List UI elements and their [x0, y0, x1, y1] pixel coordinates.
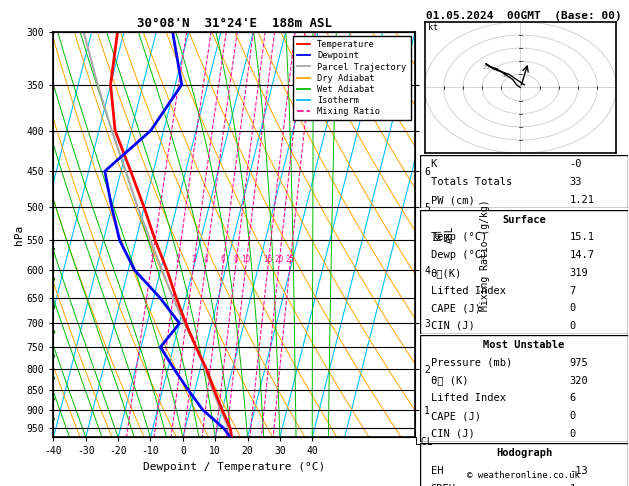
- Text: 975: 975: [570, 358, 588, 368]
- Text: Hodograph: Hodograph: [496, 448, 552, 458]
- Text: 16: 16: [264, 256, 273, 264]
- Text: 0: 0: [570, 411, 576, 421]
- Text: 0: 0: [570, 321, 576, 331]
- Title: 30°08'N  31°24'E  188m ASL: 30°08'N 31°24'E 188m ASL: [136, 17, 332, 31]
- Text: LCL: LCL: [415, 437, 433, 448]
- Text: Pressure (mb): Pressure (mb): [430, 358, 512, 368]
- Text: 3: 3: [192, 256, 196, 264]
- Text: 33: 33: [570, 177, 582, 188]
- Text: 0: 0: [570, 429, 576, 439]
- Text: 7: 7: [570, 285, 576, 295]
- Text: 1.21: 1.21: [570, 195, 594, 206]
- Text: 01.05.2024  00GMT  (Base: 00): 01.05.2024 00GMT (Base: 00): [426, 11, 621, 21]
- Text: 1: 1: [570, 484, 576, 486]
- Text: kt: kt: [428, 23, 438, 32]
- Text: 6: 6: [570, 393, 576, 403]
- Text: EH: EH: [430, 466, 443, 476]
- Text: 25: 25: [482, 65, 489, 70]
- Text: -0: -0: [570, 159, 582, 170]
- Text: CIN (J): CIN (J): [430, 429, 474, 439]
- Text: K: K: [430, 159, 437, 170]
- Text: Temp (°C): Temp (°C): [430, 232, 487, 243]
- Text: Totals Totals: Totals Totals: [430, 177, 512, 188]
- Text: PW (cm): PW (cm): [430, 195, 474, 206]
- Text: SREH: SREH: [430, 484, 455, 486]
- Text: 40: 40: [501, 73, 509, 78]
- Text: Lifted Index: Lifted Index: [430, 393, 506, 403]
- Text: 8: 8: [233, 256, 238, 264]
- Text: 2: 2: [175, 256, 180, 264]
- Text: 320: 320: [570, 376, 588, 385]
- Text: 1: 1: [149, 256, 154, 264]
- Text: 15.1: 15.1: [570, 232, 594, 243]
- Text: CIN (J): CIN (J): [430, 321, 474, 331]
- Text: Surface: Surface: [502, 215, 546, 225]
- Text: 25: 25: [286, 256, 295, 264]
- Text: CAPE (J): CAPE (J): [430, 303, 481, 313]
- Y-axis label: hPa: hPa: [14, 225, 24, 244]
- Text: Mixing Ratio (g/kg): Mixing Ratio (g/kg): [481, 199, 490, 311]
- Text: 319: 319: [570, 268, 588, 278]
- Text: 10: 10: [242, 256, 251, 264]
- Text: 20: 20: [274, 256, 284, 264]
- Text: © weatheronline.co.uk: © weatheronline.co.uk: [467, 471, 580, 480]
- Text: 6: 6: [221, 256, 225, 264]
- Text: θᴄ (K): θᴄ (K): [430, 376, 468, 385]
- Text: Lifted Index: Lifted Index: [430, 285, 506, 295]
- Y-axis label: km
ASL: km ASL: [433, 226, 454, 243]
- Text: Dewp (°C): Dewp (°C): [430, 250, 487, 260]
- Text: -13: -13: [570, 466, 588, 476]
- Text: 14.7: 14.7: [570, 250, 594, 260]
- Text: CAPE (J): CAPE (J): [430, 411, 481, 421]
- Legend: Temperature, Dewpoint, Parcel Trajectory, Dry Adiabat, Wet Adiabat, Isotherm, Mi: Temperature, Dewpoint, Parcel Trajectory…: [293, 36, 411, 121]
- Text: θᴄ(K): θᴄ(K): [430, 268, 462, 278]
- Text: 4: 4: [203, 256, 208, 264]
- X-axis label: Dewpoint / Temperature (°C): Dewpoint / Temperature (°C): [143, 462, 325, 472]
- Text: 0: 0: [570, 303, 576, 313]
- Text: Most Unstable: Most Unstable: [483, 340, 565, 350]
